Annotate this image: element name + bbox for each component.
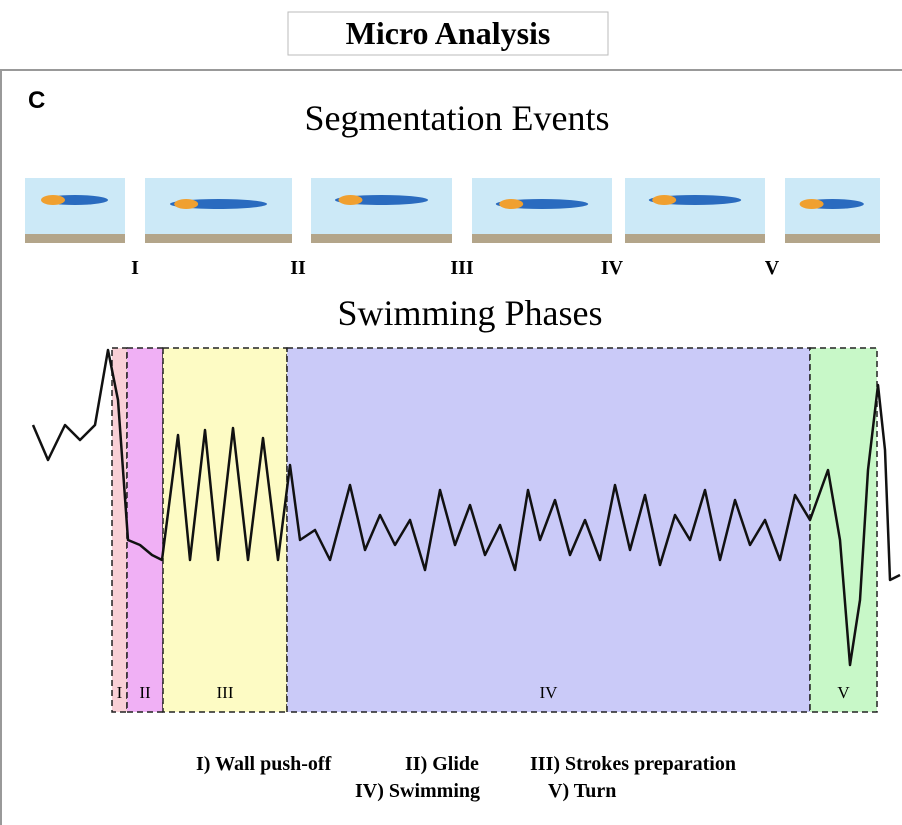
title-box <box>287 11 609 56</box>
pool-water <box>625 178 765 238</box>
pool-floor <box>25 234 125 243</box>
legend-item: IV) Swimming <box>355 780 480 802</box>
swimmer-legs <box>41 195 65 205</box>
pool-water <box>311 178 452 238</box>
phase-label: III <box>217 683 234 702</box>
phase-label: IV <box>540 683 559 702</box>
swimmer-legs <box>799 199 824 209</box>
swimmer-legs <box>174 199 199 209</box>
swimmer-legs <box>652 195 677 205</box>
legend-item: V) Turn <box>548 780 616 802</box>
phase-region <box>111 347 128 713</box>
section-title: Segmentation Events <box>305 98 610 138</box>
event-marker: II <box>290 257 306 279</box>
phase-region <box>286 347 811 713</box>
swimmer-legs <box>499 199 524 209</box>
title: Micro Analysis <box>346 15 551 51</box>
swimmer-images <box>25 178 880 243</box>
section-title: Swimming Phases <box>337 293 602 333</box>
phase-region <box>809 347 878 713</box>
legend: I) Wall push-off II) Glide III) Strokes pr… <box>196 753 736 802</box>
legend-item: I) Wall push-off <box>196 753 332 775</box>
phase-label: V <box>837 683 850 702</box>
phase-regions: I II III IV V <box>111 347 878 713</box>
phase-label: II <box>139 683 151 702</box>
legend-item: II) Glide <box>405 753 479 775</box>
pool-floor <box>145 234 292 243</box>
event-markers: I II III IV V <box>131 257 780 279</box>
phase-region <box>126 347 164 713</box>
swimmer-legs <box>338 195 363 205</box>
event-marker: V <box>765 257 780 279</box>
pool-water <box>25 178 125 238</box>
event-marker: IV <box>601 257 624 279</box>
event-marker: I <box>131 257 139 279</box>
panel-label: C <box>28 87 45 114</box>
phase-label: I <box>117 683 123 702</box>
legend-item: III) Strokes preparation <box>530 753 736 775</box>
event-marker: III <box>450 257 474 279</box>
pool-floor <box>785 234 880 243</box>
pool-floor <box>311 234 452 243</box>
phase-region <box>162 347 288 713</box>
pool-floor <box>472 234 612 243</box>
signal <box>31 348 901 667</box>
pool-floor <box>625 234 765 243</box>
